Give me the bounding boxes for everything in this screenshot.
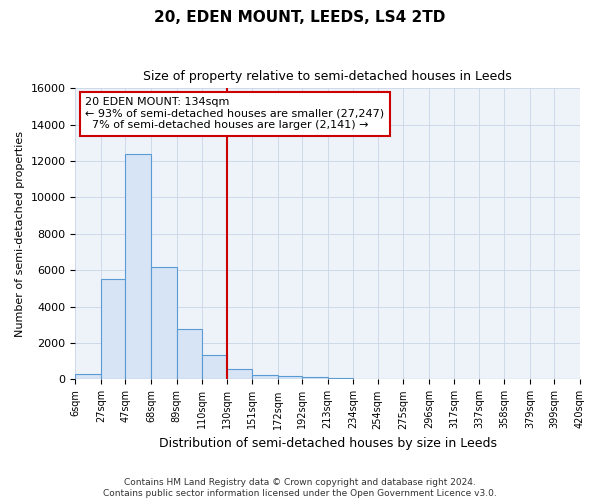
Text: Contains HM Land Registry data © Crown copyright and database right 2024.
Contai: Contains HM Land Registry data © Crown c… <box>103 478 497 498</box>
Bar <box>125 154 151 380</box>
Text: 20 EDEN MOUNT: 134sqm
← 93% of semi-detached houses are smaller (27,247)
  7% of: 20 EDEN MOUNT: 134sqm ← 93% of semi-deta… <box>85 97 385 130</box>
Y-axis label: Number of semi-detached properties: Number of semi-detached properties <box>15 131 25 337</box>
Bar <box>101 280 125 380</box>
Bar <box>227 368 252 380</box>
Bar <box>278 376 302 380</box>
X-axis label: Distribution of semi-detached houses by size in Leeds: Distribution of semi-detached houses by … <box>159 437 497 450</box>
Bar <box>302 377 328 380</box>
Bar <box>328 378 353 380</box>
Bar <box>202 355 227 380</box>
Text: 20, EDEN MOUNT, LEEDS, LS4 2TD: 20, EDEN MOUNT, LEEDS, LS4 2TD <box>154 10 446 25</box>
Bar <box>176 328 202 380</box>
Bar <box>151 266 176 380</box>
Bar <box>76 374 101 380</box>
Bar <box>252 375 278 380</box>
Title: Size of property relative to semi-detached houses in Leeds: Size of property relative to semi-detach… <box>143 70 512 83</box>
